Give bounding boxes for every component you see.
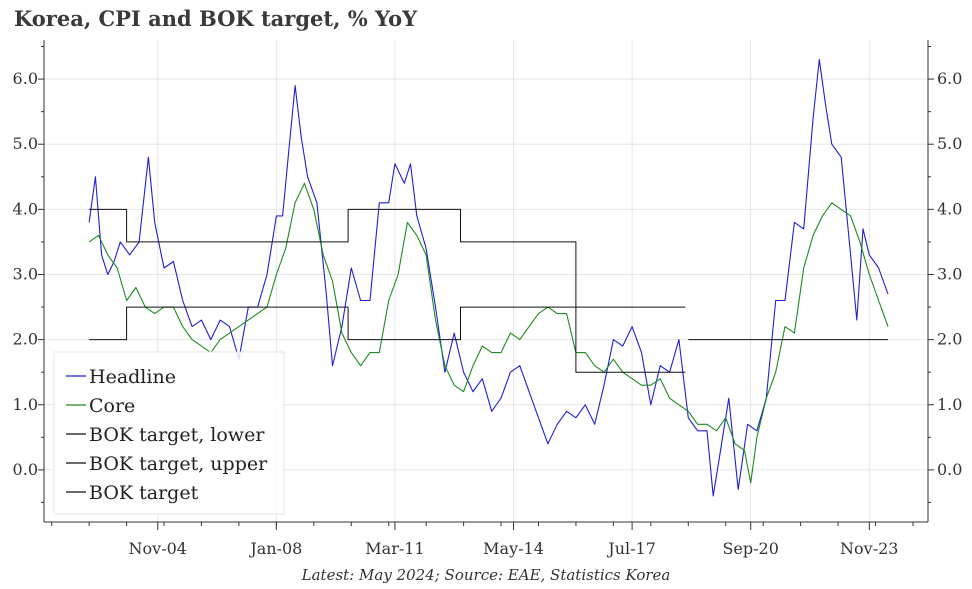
series-line-headline <box>88 58 889 497</box>
legend-label: Core <box>89 395 135 417</box>
legend-label: Headline <box>89 366 176 388</box>
y-tick-label-right: 3.0 <box>937 264 962 283</box>
y-tick-label-left: 3.0 <box>13 264 38 283</box>
y-tick-label-right: 5.0 <box>937 134 962 153</box>
x-tick-label: May-14 <box>483 539 544 558</box>
x-tick-label: Nov-23 <box>840 539 898 558</box>
legend-label: BOK target <box>89 482 199 504</box>
y-tick-label-right: 2.0 <box>937 330 962 349</box>
x-tick-label: Sep-20 <box>722 539 778 558</box>
x-tick-label: Mar-11 <box>365 539 424 558</box>
gridlines <box>44 40 928 522</box>
source-caption: Latest: May 2024; Source: EAE, Statistic… <box>301 566 671 584</box>
legend-box <box>53 351 285 515</box>
y-tick-label-right: 4.0 <box>937 199 962 218</box>
x-tick-label: Jul-17 <box>606 539 656 558</box>
series-line-bok-target-lower <box>89 306 686 373</box>
y-tick-label-right: 0.0 <box>937 460 962 479</box>
y-tick-label-right: 1.0 <box>937 395 962 414</box>
y-tick-label-left: 6.0 <box>13 69 38 88</box>
series-line-core <box>88 182 889 484</box>
legend: Headline Core BOK target, lower BOK target,… <box>53 351 285 515</box>
series-line-bok-target-upper <box>89 208 686 308</box>
x-tick-label: Nov-04 <box>129 539 187 558</box>
y-tick-label-left: 5.0 <box>13 134 38 153</box>
y-tick-label-left: 1.0 <box>13 395 38 414</box>
legend-label: BOK target, lower <box>89 424 265 446</box>
y-tick-label-right: 6.0 <box>937 69 962 88</box>
chart-title: Korea, CPI and BOK target, % YoY <box>14 6 418 31</box>
series-lines <box>88 58 889 497</box>
y-tick-label-left: 4.0 <box>13 199 38 218</box>
y-tick-label-left: 0.0 <box>13 460 38 479</box>
legend-label: BOK target, upper <box>89 453 268 475</box>
y-tick-label-left: 2.0 <box>13 330 38 349</box>
x-tick-label: Jan-08 <box>248 539 302 558</box>
axes: 0.0 0.0 1.0 1.0 2.0 2.0 3.0 3.0 4.0 4.0 5.0 5.0 6.0 6… <box>13 40 962 558</box>
